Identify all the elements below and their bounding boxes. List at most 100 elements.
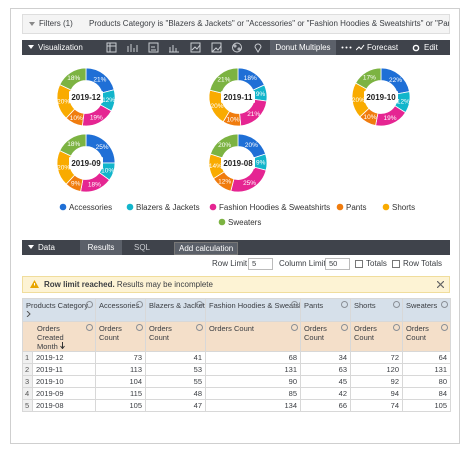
legend-label: Accessories	[69, 203, 112, 212]
chart-type-icons[interactable]	[106, 42, 276, 53]
gear-icon[interactable]	[86, 301, 93, 308]
collapse-icon	[29, 22, 35, 26]
gear-icon	[196, 324, 203, 331]
table-row: 3 2019-10 104 55 90 45 92 80	[22, 375, 451, 388]
gear-icon[interactable]	[86, 324, 93, 331]
limit-controls: Row Limit 5 Column Limit 50 Totals Row T…	[22, 258, 450, 272]
center-label-box	[221, 91, 255, 103]
slice-label: 9%	[256, 160, 266, 167]
slice-label: 25%	[243, 180, 256, 187]
row-totals-checkbox[interactable]	[392, 260, 400, 268]
count-cell: 66	[300, 399, 351, 412]
collapse-icon	[28, 245, 34, 249]
pivot-column-header[interactable]: Sweaters	[402, 298, 451, 322]
slice-label: 10%	[101, 167, 114, 174]
warning-strong: Row limit reached.	[44, 280, 115, 289]
count-cell: 90	[205, 375, 301, 388]
pivot-value: Blazers & Jackets	[149, 301, 206, 310]
sql-tab[interactable]: SQL	[134, 243, 151, 252]
pivot-column-header[interactable]: Pants	[300, 298, 351, 322]
count-cell: 55	[145, 375, 206, 388]
pivot-value: Sweaters	[406, 301, 438, 310]
measure-label: Orders Count	[209, 324, 255, 333]
settings-icon	[412, 44, 420, 52]
count-cell: 72	[350, 351, 403, 364]
results-tab[interactable]: Results	[80, 240, 122, 255]
measure-header: Orders Count	[95, 321, 146, 352]
center-label-box	[69, 157, 103, 169]
warning-text: Results may be incomplete	[116, 280, 213, 289]
table-row: 1 2019-12 73 41 68 34 72 64	[22, 351, 451, 364]
collapse-icon	[28, 45, 34, 49]
measure-label: Orders Count	[149, 324, 172, 342]
count-cell: 84	[402, 387, 451, 400]
pivot-column-header[interactable]: Shorts	[350, 298, 403, 322]
slice-label: 18%	[67, 141, 80, 148]
edit-button[interactable]: Edit	[424, 43, 438, 52]
pivot-column-header[interactable]: Blazers & Jackets	[145, 298, 206, 322]
row-number: 4	[22, 387, 33, 400]
data-bar: Data Results SQL Add calculation	[22, 240, 450, 255]
slice-label: 20%	[352, 97, 365, 104]
slice-label: 21%	[93, 76, 106, 83]
measure-label: Orders Count	[354, 324, 377, 342]
legend-swatch	[336, 203, 344, 211]
row-month: 2019-08	[32, 399, 96, 412]
slice-label: 12%	[102, 97, 115, 104]
gear-icon	[441, 324, 448, 331]
gear-icon	[136, 324, 143, 331]
add-calculation-button[interactable]: Add calculation	[174, 242, 239, 255]
pivot-label: Products Category	[26, 301, 89, 310]
dimension-header[interactable]: Orders Created Month	[22, 321, 96, 352]
slice-label: 19%	[90, 115, 103, 122]
count-cell: 113	[95, 363, 146, 376]
center-label-box	[364, 91, 398, 103]
data-title: Data	[38, 243, 55, 252]
count-cell: 34	[300, 351, 351, 364]
pivot-column-header[interactable]: Fashion Hoodies & Sweatshirts	[205, 298, 301, 322]
more-icon[interactable]	[341, 46, 353, 49]
count-cell: 73	[95, 351, 146, 364]
count-cell: 115	[95, 387, 146, 400]
legend-label: Fashion Hoodies & Sweatshirts	[219, 203, 330, 212]
slice-label: 22%	[389, 77, 402, 84]
filter-bar[interactable]: Filters (1) Products Category is "Blazer…	[22, 14, 450, 34]
count-cell: 120	[350, 363, 403, 376]
legend-label: Shorts	[392, 203, 415, 212]
count-cell: 47	[145, 399, 206, 412]
measure-header: Orders Count	[350, 321, 403, 352]
row-limit-input[interactable]: 5	[248, 258, 273, 270]
donut-title: 2019-09	[71, 159, 101, 168]
close-icon[interactable]	[437, 281, 444, 288]
row-month: 2019-11	[32, 363, 96, 376]
legend-label: Blazers & Jackets	[136, 203, 200, 212]
donut-multiples: 21%12%19%10%20%18%2019-1218%9%21%10%20%2…	[56, 67, 415, 227]
count-cell: 85	[205, 387, 301, 400]
legend-label: Pants	[346, 203, 366, 212]
count-cell: 53	[145, 363, 206, 376]
totals-checkbox[interactable]	[355, 260, 363, 268]
slice-label: 20%	[218, 142, 231, 149]
active-chart-type[interactable]: Donut Multiples	[270, 40, 336, 55]
pivot-header[interactable]: Products Category	[22, 298, 96, 322]
legend-swatch	[59, 203, 67, 211]
slice-label: 18%	[88, 181, 101, 188]
row-month: 2019-12	[32, 351, 96, 364]
slice-label: 12%	[397, 99, 410, 106]
pivot-column-header[interactable]: Accessories	[95, 298, 146, 322]
totals-label: Totals	[366, 259, 387, 268]
count-cell: 131	[402, 363, 451, 376]
filter-summary: Products Category is "Blazers & Jackets"…	[89, 19, 449, 28]
row-number: 5	[22, 399, 33, 412]
forecast-button[interactable]: Forecast	[367, 43, 399, 52]
count-cell: 131	[205, 363, 301, 376]
count-cell: 63	[300, 363, 351, 376]
donut-title: 2019-08	[223, 159, 253, 168]
filters-label: Filters (1)	[39, 19, 73, 28]
slice-label: 10%	[364, 114, 377, 121]
measure-header: Orders Count	[145, 321, 206, 352]
forecast-icon	[356, 44, 365, 51]
column-limit-input[interactable]: 50	[325, 258, 350, 270]
count-cell: 74	[350, 399, 403, 412]
